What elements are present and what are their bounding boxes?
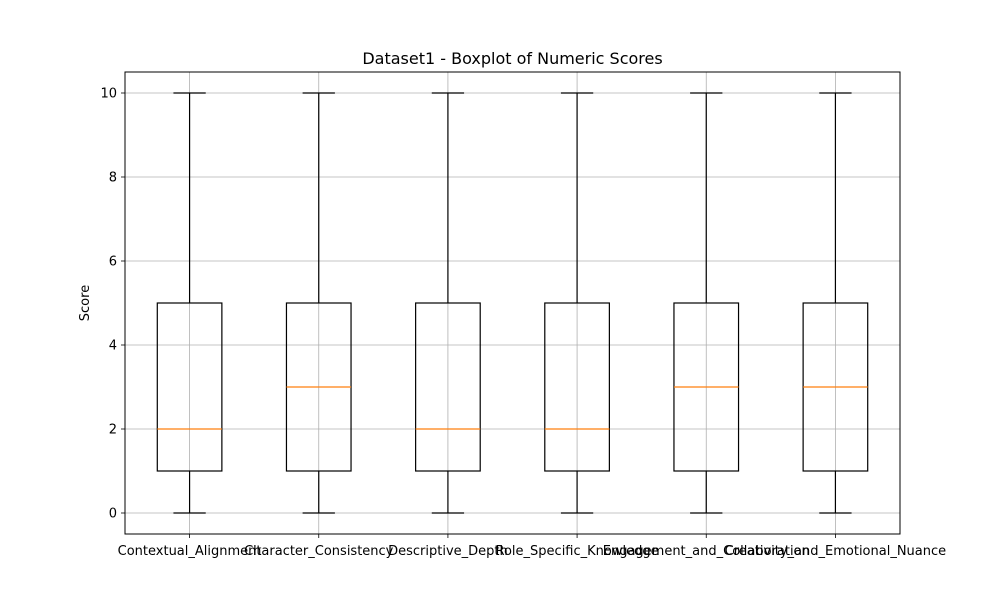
- y-axis-label: Score: [78, 285, 93, 321]
- x-tick-label: Creativity_and_Emotional_Nuance: [725, 544, 947, 559]
- x-tick-label: Role_Specific_Knowledge: [496, 544, 659, 559]
- box-Engagement_and_Collaboration: [673, 92, 740, 514]
- y-tick-label: 6: [109, 255, 117, 270]
- grid-layer: [125, 72, 900, 534]
- box-body: [415, 302, 481, 472]
- axis-layer: 0 2 4 6 8 10 Contextual_AlignmentCharacter_Con…: [100, 71, 947, 559]
- chart-title: Dataset1 - Boxplot of Numeric Scores: [362, 49, 662, 68]
- box-Role_Specific_Knowledge: [544, 92, 610, 514]
- y-tick-label: 10: [100, 87, 117, 102]
- y-tick-label: 8: [109, 171, 117, 186]
- box-layer: [156, 92, 869, 514]
- x-tick-label: Character_Consistency: [244, 544, 394, 559]
- y-tick-label: 2: [109, 423, 117, 438]
- box-Creativity_and_Emotional_Nuance: [802, 92, 869, 514]
- x-tick-label: Descriptive_Depth: [388, 544, 508, 559]
- box-Character_Consistency: [285, 92, 352, 514]
- x-tick-label: Contextual_Alignment: [118, 544, 262, 559]
- plot-frame: [124, 71, 901, 535]
- box-body: [156, 302, 223, 472]
- x-tick-label: Engagement_and_Collaboration: [603, 544, 810, 559]
- y-tick-label: 4: [109, 339, 117, 354]
- y-tick-label: 0: [109, 507, 117, 522]
- box-Contextual_Alignment: [156, 92, 223, 514]
- box-Descriptive_Depth: [415, 92, 481, 514]
- box-body: [544, 302, 610, 472]
